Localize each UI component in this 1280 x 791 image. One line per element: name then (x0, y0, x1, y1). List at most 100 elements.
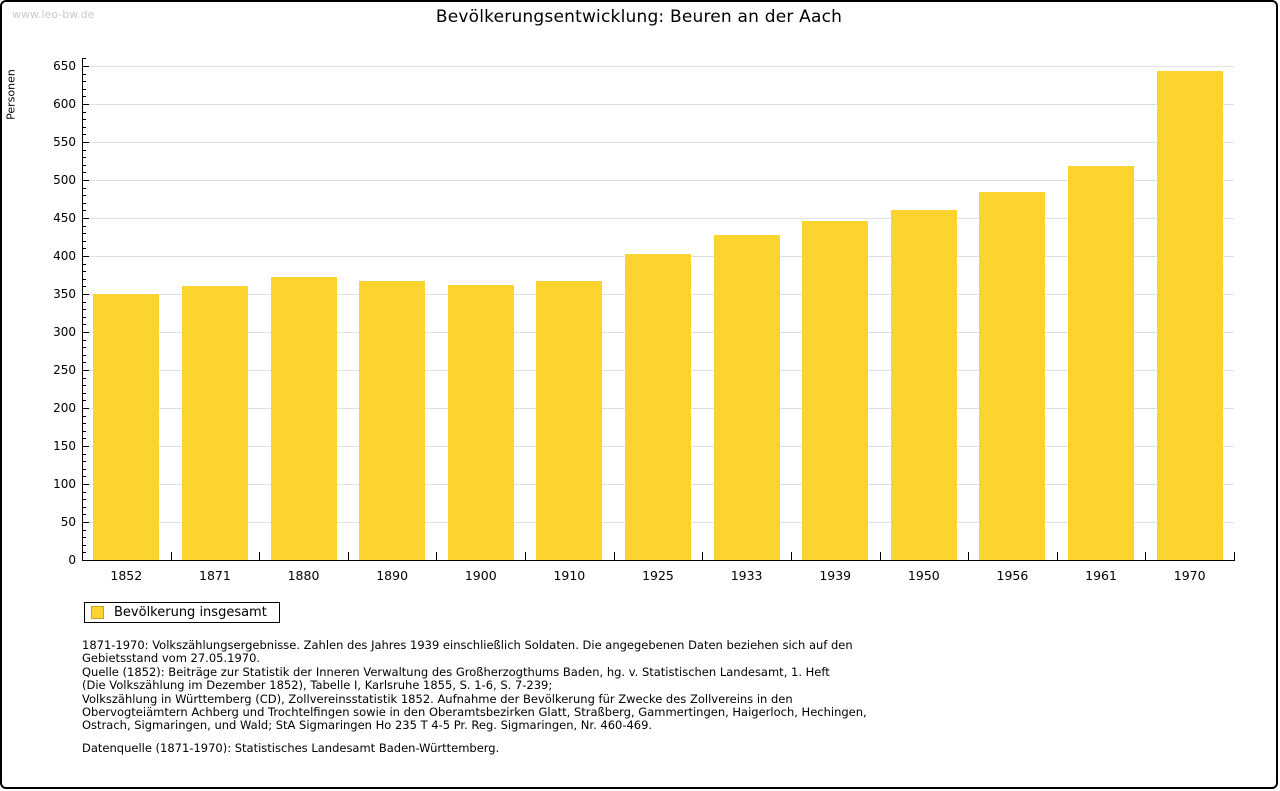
y-axis-tick (82, 385, 86, 387)
y-axis-tick (82, 210, 86, 212)
y-axis-tick (82, 347, 86, 349)
y-axis-tick (82, 73, 86, 75)
y-axis-tick (82, 423, 86, 425)
gridline (82, 103, 1234, 105)
y-axis-tick (82, 476, 86, 478)
y-axis-tick (82, 354, 86, 356)
watermark: www.leo-bw.de (12, 8, 95, 21)
datasource-line: Datenquelle (1871-1970): Statistisches L… (82, 741, 500, 755)
x-axis-tick (968, 552, 970, 560)
y-axis-tick (82, 126, 86, 128)
x-tick-label: 1871 (199, 568, 231, 583)
bar (625, 254, 691, 560)
x-axis-line (82, 560, 1235, 561)
y-axis-tick (82, 332, 89, 333)
x-axis-tick (702, 552, 704, 560)
y-tick-label: 450 (53, 211, 76, 225)
bar (270, 276, 337, 560)
footnote-line: Obervogteiämtern Achberg und Trochtelfin… (82, 705, 867, 720)
gridline (82, 179, 1234, 181)
x-axis-tick (879, 552, 881, 560)
x-axis-tick (170, 552, 172, 560)
y-axis-tick (82, 180, 89, 181)
x-axis-tick (436, 552, 438, 560)
y-axis-tick (82, 339, 86, 341)
y-axis-tick (82, 529, 86, 531)
x-axis-tick (1056, 552, 1058, 560)
y-axis-tick (82, 111, 86, 113)
y-tick-label: 350 (53, 287, 76, 301)
bar (713, 234, 780, 560)
y-axis-tick (82, 195, 86, 197)
y-axis-tick (82, 225, 86, 227)
footnote-line: 1871-1970: Volkszählungsergebnisse. Zahl… (82, 638, 853, 652)
y-axis-tick (82, 271, 86, 273)
y-axis-tick (82, 370, 89, 371)
y-tick-label: 300 (53, 325, 76, 339)
y-tick-label: 50 (60, 515, 76, 529)
y-axis-tick (82, 400, 86, 402)
x-axis-tick (525, 552, 527, 560)
x-tick-label: 1890 (376, 568, 409, 583)
legend-swatch (91, 606, 104, 619)
y-tick-label: 100 (53, 477, 76, 491)
y-axis-tick (82, 119, 86, 121)
y-axis-tick (82, 301, 86, 303)
y-tick-label: 650 (53, 59, 76, 73)
y-axis-tick (82, 202, 86, 204)
y-axis-tick (82, 491, 86, 493)
bar (802, 221, 869, 560)
y-tick-label: 600 (53, 97, 76, 111)
y-axis-tick (82, 248, 86, 250)
y-axis-line (82, 58, 83, 561)
bar (181, 285, 248, 560)
y-axis-tick (82, 81, 86, 83)
footnote-line: Volkszählung in Württemberg (CD), Zollve… (82, 691, 793, 706)
y-axis-tick (82, 392, 86, 394)
x-axis-tick (790, 552, 792, 560)
bar (93, 294, 160, 560)
y-axis-tick (82, 552, 86, 554)
x-tick-label: 1950 (907, 568, 940, 583)
y-axis-tick (82, 446, 89, 447)
y-axis-tick (82, 309, 86, 311)
y-axis-tick (82, 484, 89, 485)
legend-label: Bevölkerung insgesamt (114, 605, 267, 620)
x-axis-tick (613, 552, 615, 560)
y-axis-tick (82, 149, 86, 151)
y-axis-tick (82, 522, 89, 523)
y-tick-label: 400 (53, 249, 76, 263)
y-axis-tick (82, 164, 86, 166)
x-tick-label: 1900 (464, 568, 497, 583)
y-axis-tick (82, 316, 86, 318)
y-tick-label: 150 (53, 439, 76, 453)
y-tick-label: 250 (53, 363, 76, 377)
bar (1156, 70, 1223, 560)
y-axis-tick (82, 453, 86, 455)
y-axis-tick (82, 240, 86, 242)
y-axis-tick (82, 415, 86, 417)
y-axis-tick (82, 468, 86, 470)
x-tick-label: 1933 (730, 568, 763, 583)
x-tick-label: 1970 (1173, 568, 1206, 583)
x-tick-label: 1880 (287, 568, 320, 583)
footnote-line: Ostrach, Sigmaringen, und Wald; StA Sigm… (82, 718, 653, 733)
bar (447, 284, 514, 560)
y-axis-tick (82, 461, 86, 463)
y-axis-tick (82, 88, 86, 90)
y-axis-tick (82, 544, 86, 546)
y-axis-tick (82, 66, 89, 67)
y-axis-tick (82, 142, 89, 143)
y-tick-label: 200 (53, 401, 76, 415)
y-axis-tick (82, 218, 89, 219)
y-axis-tick (82, 157, 86, 159)
gridline (82, 217, 1234, 219)
y-axis-tick (82, 96, 86, 98)
y-axis-tick (82, 438, 86, 440)
bar (536, 281, 603, 560)
footnote-line: Gebietsstand vom 27.05.1970. (82, 651, 261, 666)
x-axis-tick (259, 552, 261, 560)
gridline (82, 141, 1234, 143)
y-axis-tick (82, 506, 86, 508)
y-axis-tick (82, 233, 86, 235)
